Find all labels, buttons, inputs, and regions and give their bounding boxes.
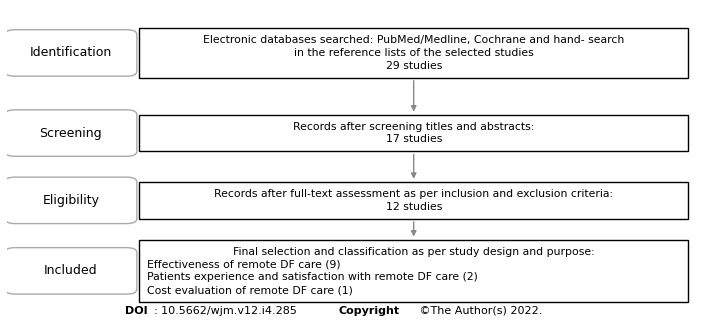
Text: Electronic databases searched: PubMed/Medline, Cochrane and hand- search: Electronic databases searched: PubMed/Me… bbox=[203, 35, 625, 45]
Text: Cost evaluation of remote DF care (1): Cost evaluation of remote DF care (1) bbox=[147, 285, 353, 295]
Text: 17 studies: 17 studies bbox=[386, 134, 442, 145]
FancyBboxPatch shape bbox=[139, 28, 688, 78]
Text: Included: Included bbox=[44, 264, 97, 277]
Text: Records after full-text assessment as per inclusion and exclusion criteria:: Records after full-text assessment as pe… bbox=[214, 189, 613, 199]
Text: Patients experience and satisfaction with remote DF care (2): Patients experience and satisfaction wit… bbox=[147, 272, 478, 282]
FancyBboxPatch shape bbox=[139, 115, 688, 151]
Text: Final selection and classification as per study design and purpose:: Final selection and classification as pe… bbox=[233, 247, 594, 257]
FancyBboxPatch shape bbox=[5, 177, 137, 224]
FancyBboxPatch shape bbox=[5, 248, 137, 294]
Text: DOI: DOI bbox=[125, 306, 148, 316]
Text: Effectiveness of remote DF care (9): Effectiveness of remote DF care (9) bbox=[147, 259, 341, 269]
Text: Eligibility: Eligibility bbox=[42, 194, 100, 207]
FancyBboxPatch shape bbox=[5, 110, 137, 156]
Text: Copyright: Copyright bbox=[339, 306, 400, 316]
Text: 12 studies: 12 studies bbox=[386, 202, 442, 212]
FancyBboxPatch shape bbox=[139, 182, 688, 219]
Text: Screening: Screening bbox=[39, 127, 102, 140]
FancyBboxPatch shape bbox=[139, 240, 688, 302]
Text: 29 studies: 29 studies bbox=[386, 61, 442, 71]
Text: Records after screening titles and abstracts:: Records after screening titles and abstr… bbox=[293, 122, 534, 132]
Text: in the reference lists of the selected studies: in the reference lists of the selected s… bbox=[294, 48, 533, 58]
Text: Identification: Identification bbox=[29, 46, 112, 60]
Text: ©The Author(s) 2022.: ©The Author(s) 2022. bbox=[416, 306, 543, 316]
Text: : 10.5662/wjm.v12.i4.285: : 10.5662/wjm.v12.i4.285 bbox=[154, 306, 300, 316]
FancyBboxPatch shape bbox=[5, 30, 137, 76]
